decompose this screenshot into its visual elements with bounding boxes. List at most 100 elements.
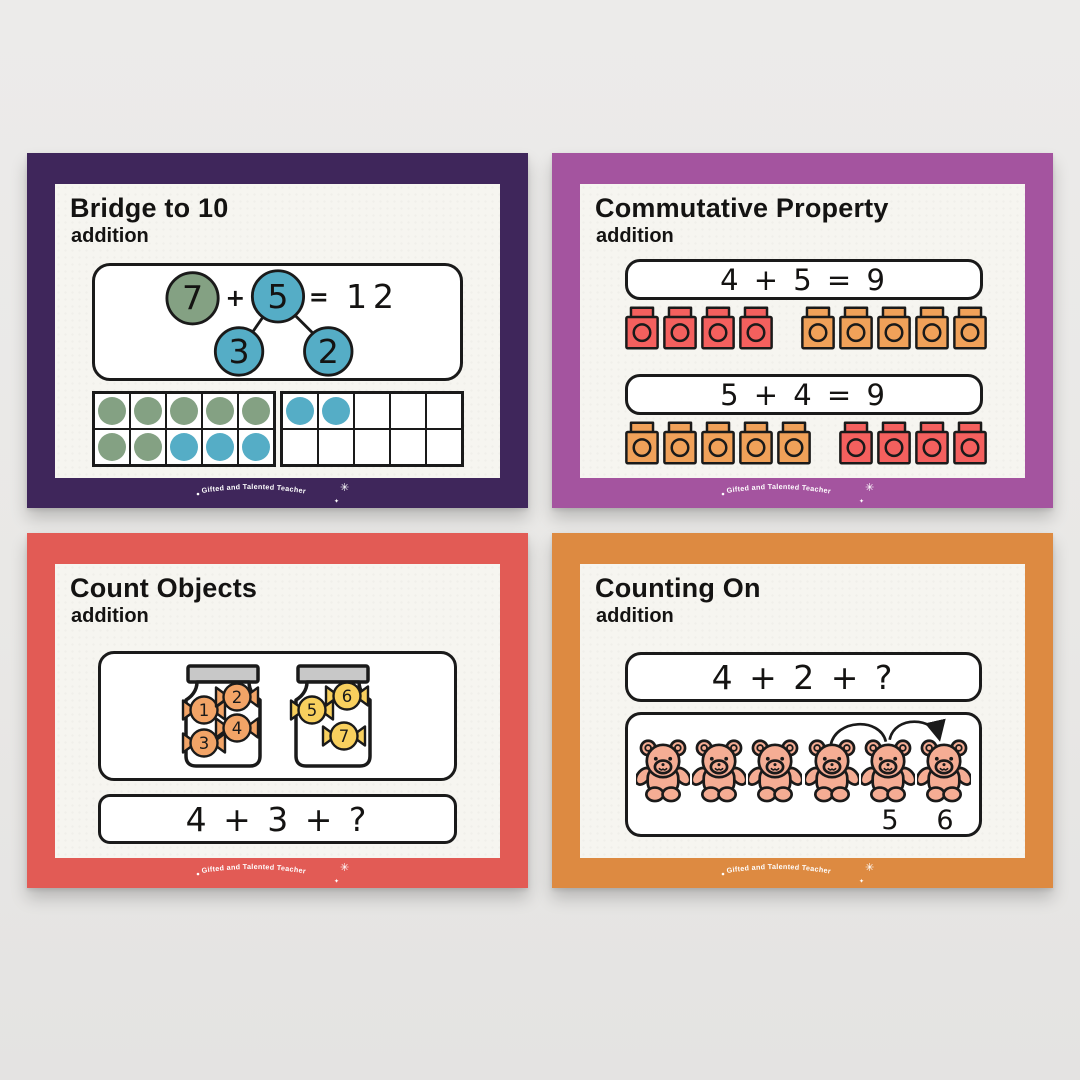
teddy-bear-icon — [804, 739, 859, 803]
linking-cube-icon — [953, 306, 987, 350]
svg-text:7: 7 — [338, 727, 349, 746]
brand-arc: Gifted and Talented Teacher ✳ ✦ — [721, 482, 874, 505]
ten-frame-cell — [282, 429, 318, 465]
counter-dot — [98, 397, 126, 425]
svg-text:Gifted and Talented Teacher: Gifted and Talented Teacher — [725, 482, 831, 496]
linking-cube-icon — [701, 421, 735, 465]
equals-sign: = — [309, 283, 329, 311]
counter-dot — [242, 433, 270, 461]
ten-frame-cell — [94, 393, 130, 429]
card-count-objects: Count Objects addition 1 2 3 4 5 6 7 4 + 3 + … — [27, 533, 528, 888]
ten-frame-cell — [318, 429, 354, 465]
card-subtitle: addition — [71, 225, 149, 247]
ten-frame-cell — [282, 393, 318, 429]
card-title: Counting On — [595, 573, 761, 603]
linking-cube-icon — [701, 306, 735, 350]
sparkle-icon: ✳ — [340, 482, 349, 494]
candy-icon: 2 — [214, 682, 259, 712]
sparkle-icon: ✳ — [865, 862, 874, 874]
svg-text:Gifted and Talented Teacher: Gifted and Talented Teacher — [725, 862, 831, 876]
sparkle-icon: ✦ — [334, 498, 339, 505]
ten-frame-2 — [280, 391, 464, 467]
block-group — [839, 421, 987, 465]
plus-sign: + — [225, 284, 245, 312]
counter-dot — [206, 397, 234, 425]
teddy-bear-icon — [748, 739, 803, 803]
addend-circle-2 — [250, 269, 306, 324]
candy-icon: 4 — [214, 713, 259, 743]
block-row-2 — [625, 421, 987, 465]
linking-cube-icon — [625, 306, 659, 350]
brand-arc-slot: Gifted and Talented Teacher ✳ ✦ — [188, 858, 368, 888]
sparkle-icon: ✳ — [340, 862, 349, 874]
svg-text:1: 1 — [198, 701, 209, 720]
ten-frame-cell — [390, 429, 426, 465]
sparkle-icon: ✦ — [859, 498, 864, 505]
candy-jar-icon: 1 2 3 4 — [181, 664, 262, 768]
counter-dot — [242, 397, 270, 425]
block-row-1 — [625, 306, 987, 350]
teddy-bear-icon — [636, 739, 690, 803]
number-bond-diagram: 7 + 5 = 12 3 2 — [165, 269, 394, 377]
brand-arc: Gifted and Talented Teacher ✳ ✦ — [196, 482, 349, 505]
number-bond-panel: 7 + 5 = 12 3 2 — [92, 263, 463, 381]
candy-icon: 6 — [324, 681, 369, 711]
svg-text:Gifted and Talented Teacher: Gifted and Talented Teacher — [200, 482, 306, 496]
candy-icon: 1 — [181, 695, 226, 725]
sparkle-icon: ✦ — [859, 878, 864, 885]
card-title: Bridge to 10 — [70, 193, 229, 223]
linking-cube-icon — [663, 421, 697, 465]
teddy-bear-icon — [692, 739, 747, 803]
part-circle-2 — [303, 326, 354, 377]
addend-1: 7 — [182, 279, 203, 318]
ten-frame-cell — [166, 393, 202, 429]
ten-frame-cell — [166, 429, 202, 465]
linking-cube-icon — [839, 306, 873, 350]
candy-icon: 5 — [289, 695, 334, 725]
brand-dot-icon — [721, 872, 724, 876]
sparkle-icon: ✳ — [865, 482, 874, 494]
bears-panel: 5 6 — [625, 712, 982, 837]
candy-icon: 7 — [321, 721, 366, 751]
card-subtitle: addition — [596, 605, 674, 627]
ten-frame-cell — [426, 429, 462, 465]
equation-box: 5 + 4 = 9 — [625, 374, 983, 415]
candy-icon: 3 — [181, 728, 226, 758]
card-paper: Bridge to 10 addition 7 + 5 = 12 3 2 — [55, 184, 500, 478]
brand-dot-icon — [196, 492, 199, 496]
addend-circle-1 — [165, 271, 220, 326]
svg-text:6: 6 — [341, 687, 352, 706]
jars-panel: 1 2 3 4 5 6 7 — [98, 651, 457, 781]
linking-cube-icon — [915, 306, 949, 350]
ten-frame-cell — [94, 429, 130, 465]
counter-dot — [170, 433, 198, 461]
block-group — [625, 421, 811, 465]
card-counting-on: Counting On addition 4 + 2 + ? — [552, 533, 1053, 888]
linking-cube-icon — [801, 306, 835, 350]
linking-cube-icon — [915, 421, 949, 465]
ten-frame-cell — [354, 429, 390, 465]
ten-frame-cell — [354, 393, 390, 429]
ten-frame-cell — [202, 429, 238, 465]
ten-frame-cell — [130, 429, 166, 465]
counter-dot — [170, 397, 198, 425]
equation-box: 4 + 3 + ? — [98, 794, 457, 844]
counter-dot — [98, 433, 126, 461]
ten-frame-cell — [318, 393, 354, 429]
svg-text:3: 3 — [198, 734, 209, 753]
bear-row — [636, 736, 971, 804]
counter-dot — [286, 397, 314, 425]
linking-cube-icon — [739, 306, 773, 350]
counter-dot — [134, 433, 162, 461]
svg-text:2: 2 — [231, 688, 242, 707]
linking-cube-icon — [777, 421, 811, 465]
ten-frame-cell — [130, 393, 166, 429]
ten-frame-cell — [238, 429, 274, 465]
teddy-bear-icon — [860, 739, 915, 803]
card-commutative-property: Commutative Property addition 4 + 5 = 9 — [552, 153, 1053, 508]
card-title: Commutative Property — [595, 193, 889, 223]
svg-text:Gifted and Talented Teacher: Gifted and Talented Teacher — [200, 862, 306, 876]
card-paper: Counting On addition 4 + 2 + ? — [580, 564, 1025, 858]
linking-cube-icon — [877, 421, 911, 465]
sparkle-icon: ✦ — [334, 878, 339, 885]
